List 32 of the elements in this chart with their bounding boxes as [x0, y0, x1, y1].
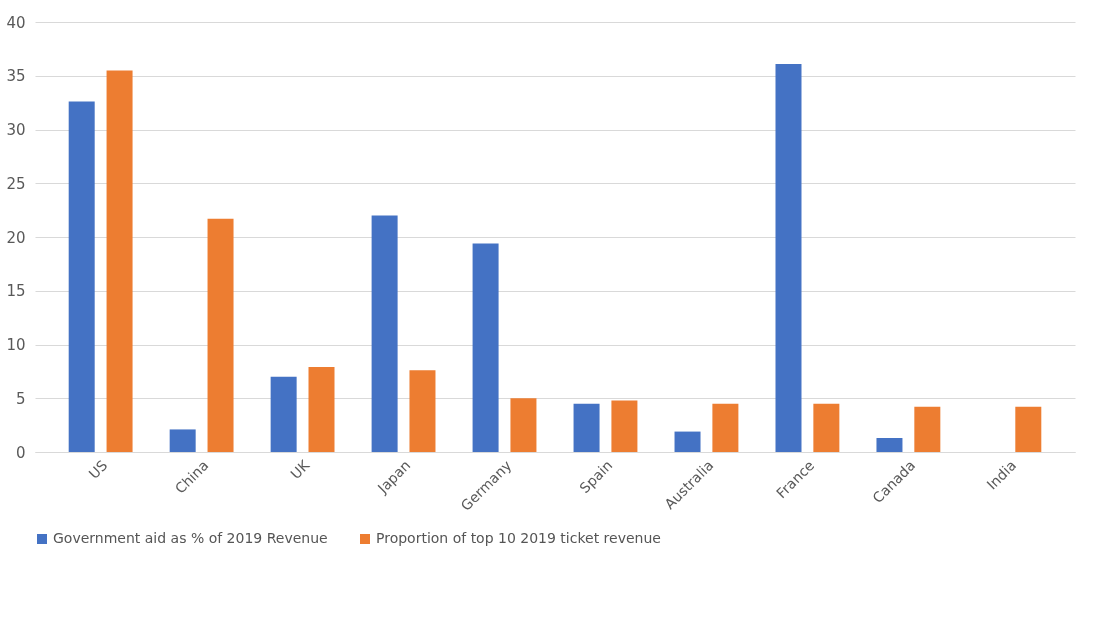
x-tick-label: UK	[287, 456, 314, 483]
y-tick-label: 35	[6, 67, 26, 86]
y-tick-label: 20	[6, 228, 26, 247]
bar	[409, 370, 436, 452]
y-tick-label: 10	[6, 336, 26, 354]
y-tick-label: 30	[6, 121, 26, 139]
y-tick-label: 40	[6, 13, 26, 32]
bar	[876, 438, 903, 452]
bar	[1015, 406, 1042, 452]
bar	[371, 215, 398, 452]
bar	[169, 429, 196, 452]
bar	[270, 376, 297, 452]
bar	[207, 218, 234, 452]
x-tick-label: US	[85, 457, 111, 482]
bar	[472, 243, 499, 452]
y-tick-label: 25	[6, 174, 26, 193]
bar	[573, 403, 600, 452]
y-tick-label: 5	[15, 389, 26, 408]
bar	[308, 367, 335, 452]
y-tick-label: 0	[15, 443, 26, 462]
bar	[712, 403, 739, 452]
bar	[510, 398, 537, 452]
y-tick-label: 15	[6, 282, 26, 301]
bar	[106, 70, 133, 452]
bar	[611, 400, 638, 452]
legend-label: Proportion of top 10 2019 ticket revenue	[376, 530, 661, 546]
legend-label: Government aid as % of 2019 Revenue	[53, 530, 328, 546]
bar	[914, 406, 941, 452]
bar	[68, 101, 95, 452]
bar	[813, 403, 840, 452]
bar	[674, 431, 701, 452]
bar	[775, 63, 802, 452]
